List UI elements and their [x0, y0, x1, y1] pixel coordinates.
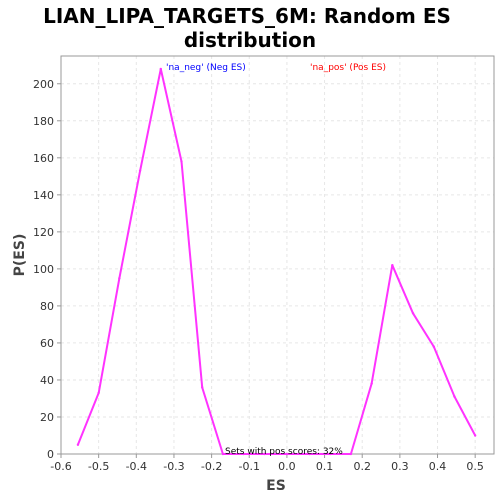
pos-scores-annotation: Sets with pos scores: 32% [225, 447, 343, 457]
x-tick-label: 0.2 [353, 460, 371, 473]
legend-entry-pos: 'na_pos' (Pos ES) [310, 63, 386, 73]
x-tick-label: 0.3 [391, 460, 409, 473]
y-tick-label: 20 [40, 411, 54, 424]
y-tick-label: 40 [40, 374, 54, 387]
plot-area-border [61, 56, 494, 454]
x-axis-label: ES [266, 478, 286, 494]
x-tick-label: -0.3 [163, 460, 184, 473]
data-point [180, 160, 182, 162]
x-tick-label: -0.4 [126, 460, 147, 473]
y-tick-label: 140 [33, 189, 54, 202]
y-tick-label: 60 [40, 337, 54, 350]
series-line-0 [78, 69, 475, 454]
grid [61, 56, 494, 454]
y-tick-label: 0 [47, 448, 54, 461]
y-tick-label: 100 [33, 263, 54, 276]
x-tick-label: -0.1 [239, 460, 260, 473]
data-point [350, 453, 352, 455]
x-tick-label: -0.2 [201, 460, 222, 473]
y-tick-label: 200 [33, 78, 54, 91]
chart-title-line1: LIAN_LIPA_TARGETS_6M: Random ES [43, 4, 451, 28]
data-point [391, 264, 393, 266]
data-point [77, 444, 79, 446]
x-tick-label: 0.4 [429, 460, 447, 473]
y-axis-label: P(ES) [12, 234, 28, 277]
data-point [97, 392, 99, 394]
data-point [433, 345, 435, 347]
y-tick-label: 80 [40, 300, 54, 313]
y-tick-label: 120 [33, 226, 54, 239]
x-tick-label: -0.6 [50, 460, 71, 473]
x-tick-label: 0.0 [278, 460, 296, 473]
data-point [453, 395, 455, 397]
x-tick-label: 0.5 [466, 460, 484, 473]
data-point [201, 386, 203, 388]
x-tick-label: -0.5 [88, 460, 109, 473]
data-point [222, 453, 224, 455]
data-point [412, 312, 414, 314]
data-point [160, 68, 162, 70]
y-tick-label: 160 [33, 152, 54, 165]
y-tick-label: 180 [33, 115, 54, 128]
data-point [370, 382, 372, 384]
chart-title-line2: distribution [184, 28, 316, 52]
data-point [474, 434, 476, 436]
x-tick-label: 0.1 [316, 460, 334, 473]
legend-entry-neg: 'na_neg' (Neg ES) [166, 63, 246, 73]
data-point [118, 277, 120, 279]
y-axis: 0 20 40 60 80 100 120 140 160 180 200 [33, 78, 61, 461]
data-point [139, 170, 141, 172]
